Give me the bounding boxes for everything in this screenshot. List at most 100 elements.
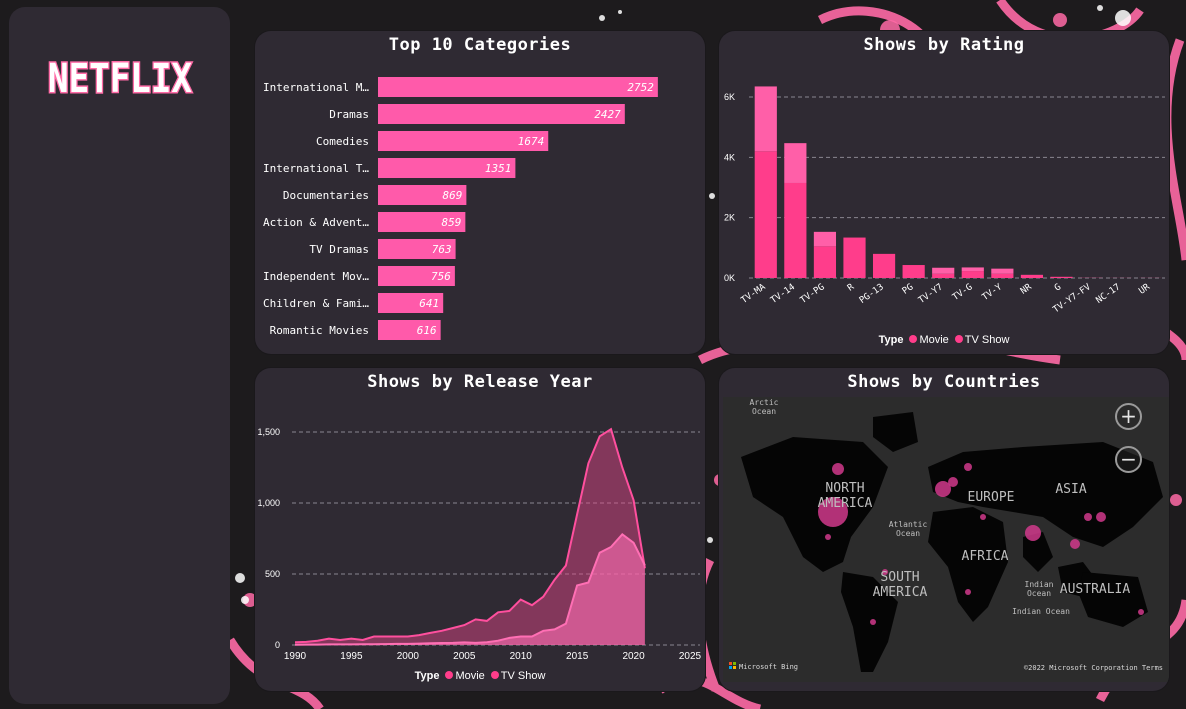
rating-bar-movie[interactable] [961,271,984,278]
category-bar[interactable] [378,104,625,124]
netflix-logo: NETFLIX [47,55,194,104]
logo-text: NETFLIX [48,56,192,102]
panel-title: Shows by Countries [847,372,1041,392]
category-bar[interactable] [378,266,455,286]
rating-bar-tv[interactable] [961,267,984,272]
map-label-europe: EUROPE [968,490,1015,505]
x-tick-label: 1995 [340,651,363,662]
category-bar[interactable] [378,185,467,205]
category-value-label: 616 [417,324,437,337]
x-tick-label: TV-14 [769,282,797,306]
rating-bar-tv[interactable] [991,268,1014,274]
category-value-label: 1674 [518,135,545,148]
panel-title: Top 10 Categories [388,35,572,55]
panel-title: Shows by Rating [863,35,1025,55]
y-tick-label: 1,500 [257,427,280,437]
zoom-in-button[interactable]: + [1115,403,1142,430]
categories-bar-chart: International M… 2752 Dramas 2427 Comedies 16… [263,77,658,340]
x-tick-label: G [1053,282,1063,293]
rating-bar-movie[interactable] [1020,274,1044,278]
rating-bar-tv[interactable] [784,143,807,183]
x-tick-label: R [846,282,857,294]
legend-title: Type [878,334,904,346]
legend-movie-swatch [909,335,918,343]
zoom-out-button[interactable]: − [1115,446,1142,473]
category-label: Romantic Movies [270,324,369,337]
rating-bar-movie[interactable] [843,237,866,278]
x-tick-label: 2025 [679,651,702,662]
x-tick-label: UR [1137,282,1152,297]
x-tick-label: 2010 [510,651,533,662]
category-label: International T… [263,162,369,175]
map-label-africa: AFRICA [962,549,1009,564]
panel-title: Shows by Release Year [367,372,593,392]
category-value-label: 763 [432,243,452,256]
x-tick-label: TV-G [951,282,975,303]
panel-shows-by-rating: Shows by Rating 0K 2K 4K 6K TV-MA TV-14 TV-PG R… [719,31,1169,354]
world-map[interactable]: NORTH AMERICA SOUTH AMERICA EUROPE AFRICA … [723,397,1169,682]
area-movie-line [294,427,646,644]
rating-bar-movie[interactable] [902,265,925,278]
legend-tv-swatch [490,671,499,679]
x-tick-label: 2005 [453,651,476,662]
category-label: Dramas [329,108,369,121]
y-tick-label: 2K [724,213,735,223]
area-tv-show-line [294,532,646,646]
category-label: International M… [263,81,369,94]
rating-bar-movie[interactable] [813,246,837,278]
x-tick-label: 1990 [284,651,307,662]
map-label-indian: Indian Ocean [1025,580,1054,598]
rating-bar-movie[interactable] [754,151,777,278]
category-value-label: 641 [419,297,439,310]
legend-tv-label: TV Show [964,334,1010,346]
map-label-north-america: NORTH AMERICA [818,481,873,511]
rating-bar-tv[interactable] [813,231,837,247]
bing-logo: Microsoft Bing [729,662,798,671]
category-bar[interactable] [378,320,441,340]
map-copyright: ©2022 Microsoft Corporation Terms [1024,664,1163,672]
category-label: Documentaries [283,189,369,202]
x-tick-label: NC-17 [1094,282,1122,306]
category-value-label: 2427 [594,108,621,121]
x-tick-label: TV-PG [799,282,827,306]
map-bubbles [818,463,1144,625]
area-movie[interactable] [295,429,645,645]
category-bar[interactable] [378,239,456,259]
x-tick-label: PG-13 [858,282,886,306]
category-bar[interactable] [378,77,658,97]
release-year-area-chart: 0 500 1,000 1,500 1990 1995 2000 2005 2010 2015 20… [257,427,702,662]
category-value-label: 869 [442,189,462,202]
area-tv-show[interactable] [295,534,645,645]
rating-bar-movie[interactable] [872,253,896,278]
category-bar[interactable] [378,293,444,313]
x-tick-label: TV-Y7 [917,282,945,306]
category-label: Action & Advent… [263,216,369,229]
category-label: Children & Fami… [263,297,369,310]
category-bar[interactable] [378,158,516,178]
map-label-arctic: Arctic Ocean [750,398,779,416]
x-tick-label: PG [901,282,916,296]
category-bar[interactable] [378,212,466,232]
rating-bar-movie[interactable] [932,273,955,278]
rating-bar-movie[interactable] [991,273,1014,278]
rating-bar-movie[interactable] [784,182,807,278]
panel-shows-by-countries: Shows by Countries [719,368,1169,691]
rating-bar-tv[interactable] [754,86,777,152]
sidebar: NETFLIX [9,7,230,704]
category-value-label: 1351 [485,162,512,175]
rating-stacked-bar-chart: 0K 2K 4K 6K TV-MA TV-14 TV-PG R PG-13 PG TV-Y7 TV-G… [724,86,1165,315]
rating-bar-movie[interactable] [1050,276,1073,278]
y-tick-label: 1,000 [257,498,280,508]
panel-top-categories: Top 10 Categories International M… 2752 Dr… [255,31,705,354]
category-value-label: 859 [441,216,461,229]
map-label-asia: ASIA [1055,482,1086,497]
y-tick-label: 500 [265,569,280,579]
category-bar[interactable] [378,131,549,151]
rating-bar-tv[interactable] [932,267,955,274]
y-tick-label: 4K [724,152,735,162]
y-tick-label: 0K [724,273,735,283]
category-label: TV Dramas [309,243,369,256]
category-value-label: 756 [431,270,451,283]
rating-legend: Type Movie TV Show [719,334,1169,346]
world-map-canvas: NORTH AMERICA SOUTH AMERICA EUROPE AFRICA … [723,397,1169,682]
